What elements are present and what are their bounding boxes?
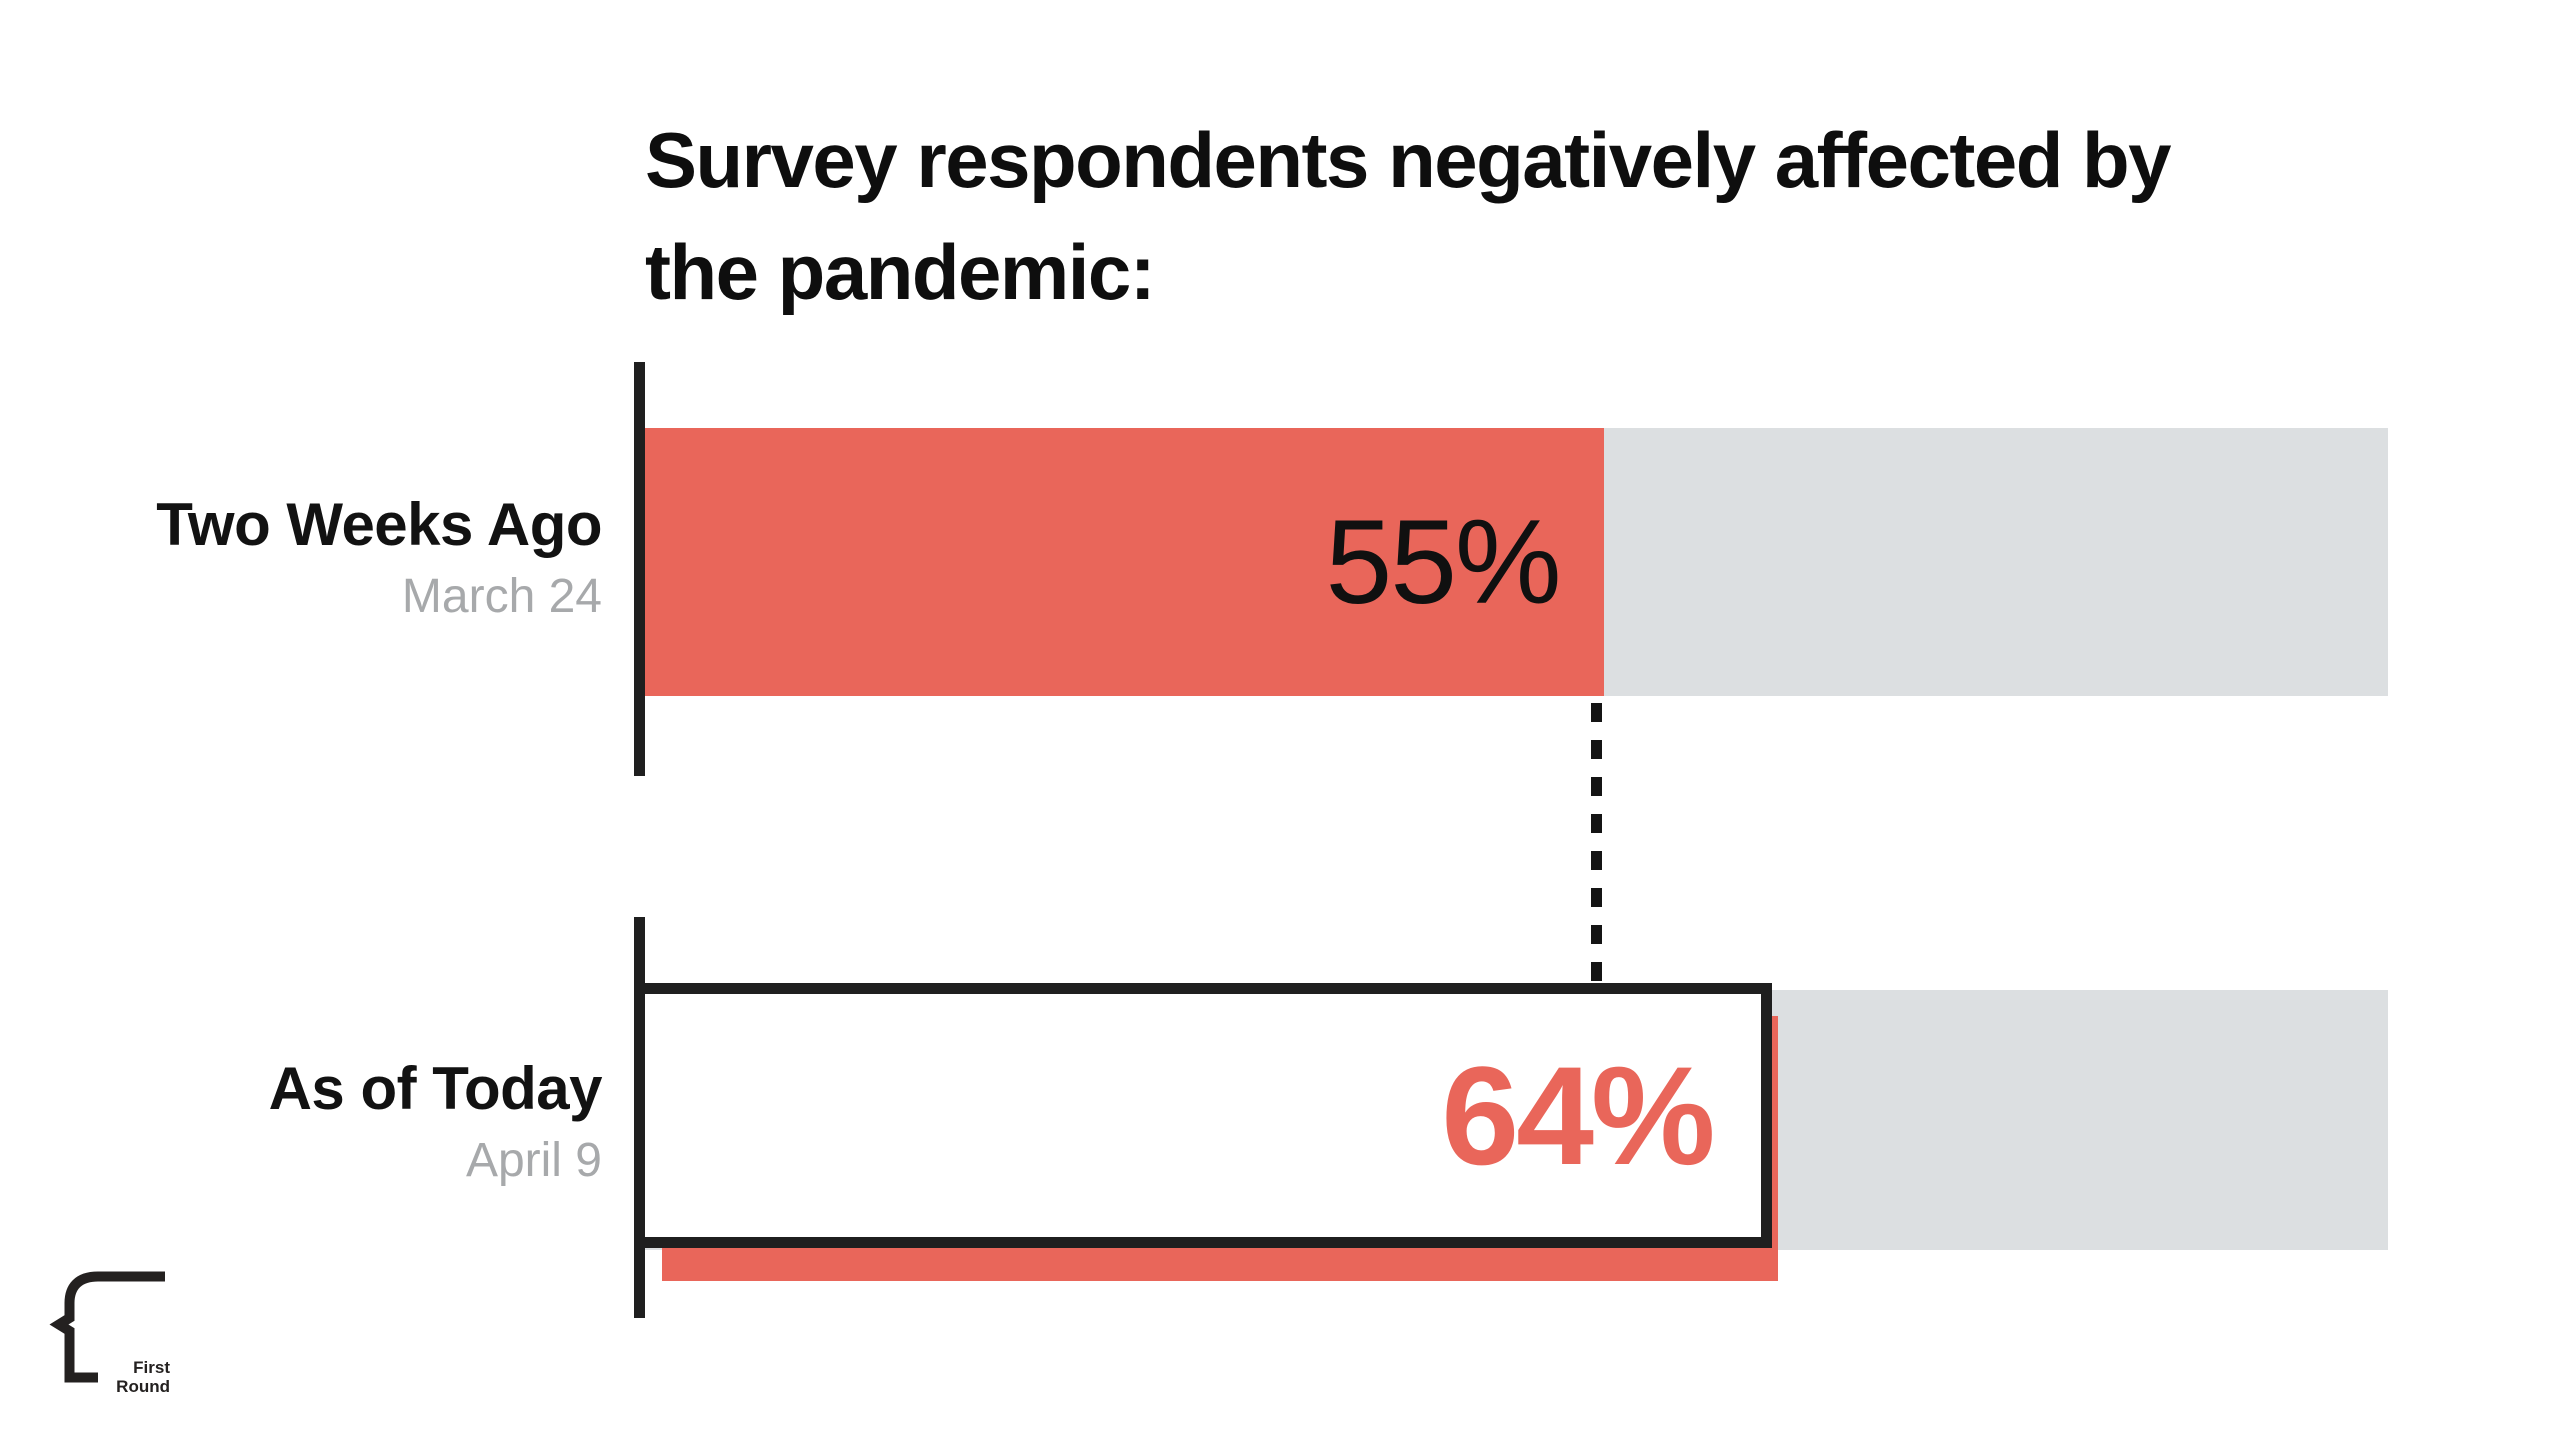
dashed-connector-line: [1591, 703, 1602, 986]
first-round-logo-text: First Round: [116, 1358, 170, 1396]
logo-text-round: Round: [116, 1377, 170, 1396]
first-round-logo: First Round: [46, 1266, 170, 1398]
bar-row-two-weeks-ago: 55%: [645, 428, 2388, 696]
row-1-category-label: Two Weeks Ago: [156, 491, 602, 558]
chart-title-line-2: the pandemic:: [645, 228, 1156, 317]
chart-title-line-1: Survey respondents negatively affected b…: [645, 116, 2172, 205]
bar-outline-64-percent: 64%: [634, 983, 1772, 1248]
bar-row-as-of-today: 64%: [634, 983, 2388, 1281]
value-label-55-percent: 55%: [1325, 495, 1561, 629]
bar-fill-55-percent: 55%: [645, 428, 1604, 696]
row-label-as-of-today: As of Today April 9: [100, 1055, 603, 1187]
axis-line-row-1: [634, 362, 645, 776]
row-label-two-weeks-ago: Two Weeks Ago March 24: [100, 494, 602, 622]
row-1-date-label: March 24: [401, 570, 602, 623]
first-round-bracket-icon: [49, 1271, 165, 1383]
chart-title: Survey respondents negatively affected b…: [645, 104, 2485, 328]
value-label-64-percent: 64%: [1441, 1036, 1715, 1194]
logo-text-first: First: [133, 1358, 170, 1377]
row-2-category-label: As of Today: [268, 1055, 603, 1122]
row-2-date-label: April 9: [465, 1134, 602, 1187]
